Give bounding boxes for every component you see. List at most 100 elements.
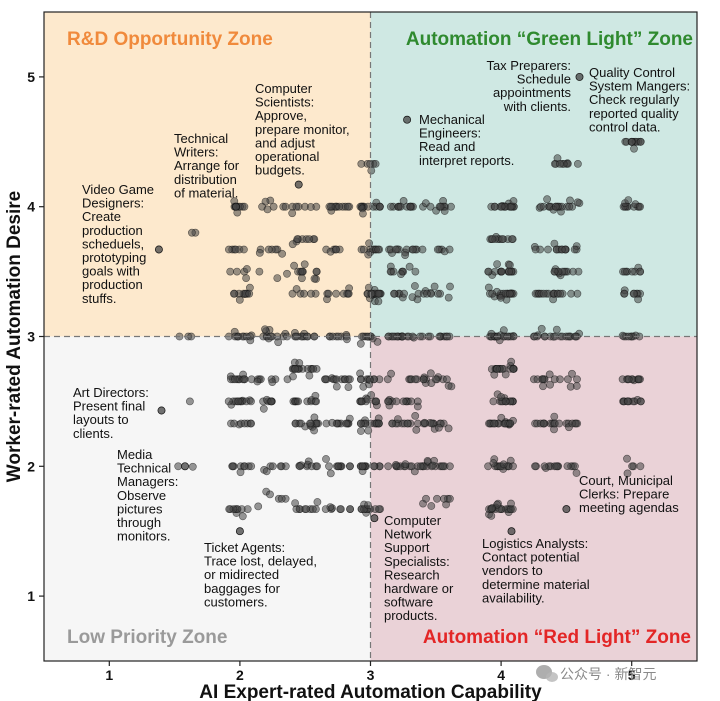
annotated-point <box>157 406 166 415</box>
data-point <box>439 462 447 471</box>
data-point <box>573 198 582 207</box>
data-point <box>442 375 451 384</box>
data-point <box>392 397 401 406</box>
data-point <box>539 419 548 428</box>
data-point <box>501 397 510 406</box>
data-point <box>234 397 243 406</box>
data-point <box>358 209 367 218</box>
data-point <box>400 289 408 298</box>
data-point <box>375 202 384 211</box>
data-point <box>375 505 383 513</box>
data-point <box>422 289 431 298</box>
data-point <box>624 375 633 384</box>
data-point <box>411 267 420 276</box>
data-point <box>412 425 421 434</box>
data-point <box>422 494 430 503</box>
data-point <box>571 462 579 471</box>
annotation-line: Check regularly <box>589 92 680 107</box>
data-point <box>295 359 304 367</box>
data-point <box>543 195 551 204</box>
data-point <box>550 267 559 276</box>
data-point <box>259 404 268 413</box>
data-point <box>236 468 245 477</box>
annotation-line: Writers: <box>174 145 219 160</box>
data-point <box>293 235 302 243</box>
data-point <box>325 462 333 471</box>
zone-label-bottom-left: Low Priority Zone <box>67 627 227 648</box>
data-point <box>278 249 286 258</box>
data-point <box>356 375 365 384</box>
data-point <box>242 274 250 282</box>
data-point <box>309 364 318 373</box>
data-point <box>365 376 374 384</box>
annotation-line: Tax Preparers: <box>486 58 571 73</box>
data-point <box>408 293 417 301</box>
data-point <box>484 267 493 276</box>
data-point <box>245 289 254 298</box>
data-point <box>365 239 373 248</box>
annotation-line: Logistics Analysts: <box>482 536 588 551</box>
annotation-line: clients. <box>73 426 113 441</box>
data-point <box>346 505 354 513</box>
data-point <box>391 245 400 254</box>
data-point <box>636 202 644 211</box>
data-point <box>276 462 285 471</box>
annotation-line: layouts to <box>73 412 129 427</box>
data-point <box>507 499 515 508</box>
data-point <box>567 289 575 298</box>
data-point <box>490 419 498 428</box>
annotation-line: operational <box>255 149 319 164</box>
data-point <box>277 494 286 503</box>
annotation-line: production <box>82 223 143 238</box>
data-point <box>332 245 341 254</box>
data-point <box>297 419 305 428</box>
data-point <box>552 462 561 471</box>
data-point <box>568 369 576 378</box>
data-point <box>574 159 582 168</box>
data-point <box>418 245 427 254</box>
data-point <box>447 202 455 211</box>
annotation-line: Specialists: <box>384 554 450 569</box>
data-point <box>305 371 314 380</box>
annotation-line: Media <box>117 447 153 462</box>
data-point <box>433 245 442 254</box>
data-point <box>292 285 301 293</box>
data-point <box>224 397 233 406</box>
x-tick-label: 5 <box>628 667 636 683</box>
data-point <box>563 462 572 470</box>
data-point <box>536 202 545 211</box>
data-point <box>556 289 565 298</box>
data-point <box>332 382 341 391</box>
data-point <box>266 490 274 499</box>
annotation-line: Technical <box>174 131 228 146</box>
data-point <box>623 469 632 478</box>
annotation-line: and adjust <box>255 135 315 150</box>
data-point <box>228 462 237 471</box>
data-point <box>231 245 240 254</box>
annotation-line: Clerks: Prepare <box>579 487 669 502</box>
data-point <box>312 397 320 406</box>
annotation-line: distribution <box>174 172 237 187</box>
zone-background-top-right <box>370 12 697 337</box>
data-point <box>247 397 255 406</box>
data-point <box>620 267 629 276</box>
data-point <box>446 282 454 291</box>
annotation-line: Observe <box>117 488 166 503</box>
data-point <box>488 235 497 243</box>
data-point <box>321 505 330 513</box>
data-point <box>345 462 354 471</box>
annotation-line: Quality Control <box>589 65 675 80</box>
annotation-line: meeting agendas <box>579 500 679 515</box>
data-point <box>300 260 309 269</box>
annotated-point <box>627 137 636 146</box>
annotation-line: baggages for <box>204 581 281 596</box>
data-point <box>401 460 410 469</box>
annotation-label: Video Game Designers: Create production sche… <box>82 182 154 306</box>
data-point <box>358 462 367 471</box>
annotation-line: Mechanical <box>419 112 485 127</box>
annotated-point <box>232 202 240 211</box>
data-point <box>363 202 372 211</box>
annotation-line: Schedule <box>517 72 571 87</box>
annotated-point <box>294 180 303 189</box>
data-point <box>306 203 315 211</box>
